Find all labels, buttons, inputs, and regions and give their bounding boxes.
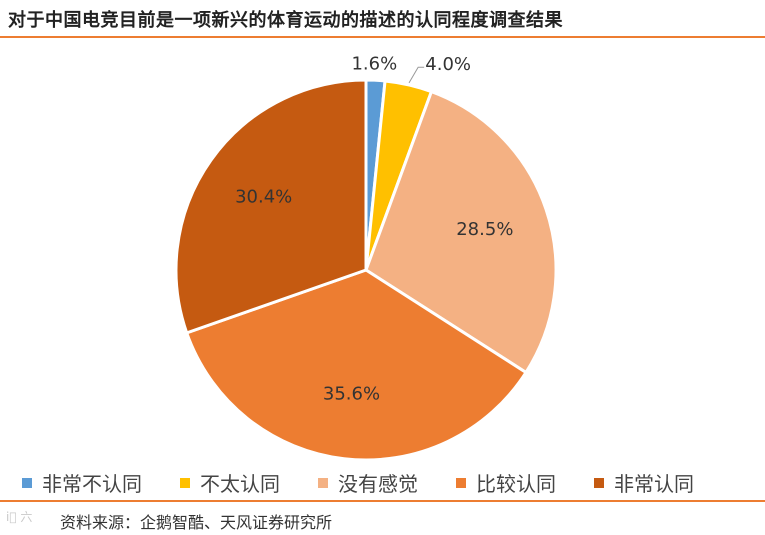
pie-labels: 1.6% 4.0% 28.5% 35.6% 30.4%: [235, 53, 513, 404]
pie-slice-strongly-agree: [174, 78, 368, 335]
slice-label-no-feeling: 28.5%: [456, 219, 513, 240]
title-divider: [0, 36, 765, 38]
legend-swatch: [318, 477, 328, 488]
leader-line: [408, 66, 425, 84]
slice-label-very-disagree: 1.6%: [351, 53, 397, 74]
legend-swatch: [22, 477, 32, 488]
pie-slices: [174, 78, 558, 462]
chart-legend: 非常不认同 不太认同 没有感觉 比较认同 非常认同: [22, 468, 762, 497]
slice-label-strongly-agree: 30.4%: [235, 186, 292, 207]
slice-label-fairly-agree: 35.6%: [323, 384, 380, 405]
chart-title: 对于中国电竞目前是一项新兴的体育运动的描述的认同程度调查结果: [8, 10, 563, 31]
legend-item-strongly-agree: 非常认同: [594, 468, 694, 497]
pie-slice-no-feeling: [364, 89, 558, 375]
footer-divider: [0, 500, 765, 502]
source-note: 资料来源：企鹅智酷、天风证券研究所: [60, 513, 333, 532]
legend-item-no-feeling: 没有感觉: [318, 468, 418, 497]
legend-label: 非常认同: [614, 472, 694, 496]
watermark-logo: i⃝ 六: [6, 510, 33, 524]
legend-item-fairly-agree: 比较认同: [456, 468, 556, 497]
legend-item-somewhat-disagree: 不太认同: [180, 468, 280, 497]
legend-label: 没有感觉: [338, 472, 418, 496]
legend-swatch: [456, 477, 466, 488]
legend-label: 比较认同: [476, 472, 556, 496]
pie-chart: 1.6% 4.0% 28.5% 35.6% 30.4%: [174, 53, 558, 462]
legend-item-very-disagree: 非常不认同: [22, 468, 142, 497]
pie-slice-fairly-agree: [184, 268, 529, 462]
legend-swatch: [594, 477, 604, 488]
slice-label-somewhat-disagree: 4.0%: [425, 54, 471, 75]
legend-label: 不太认同: [200, 472, 280, 496]
legend-label: 非常不认同: [42, 472, 142, 496]
legend-swatch: [180, 477, 190, 488]
